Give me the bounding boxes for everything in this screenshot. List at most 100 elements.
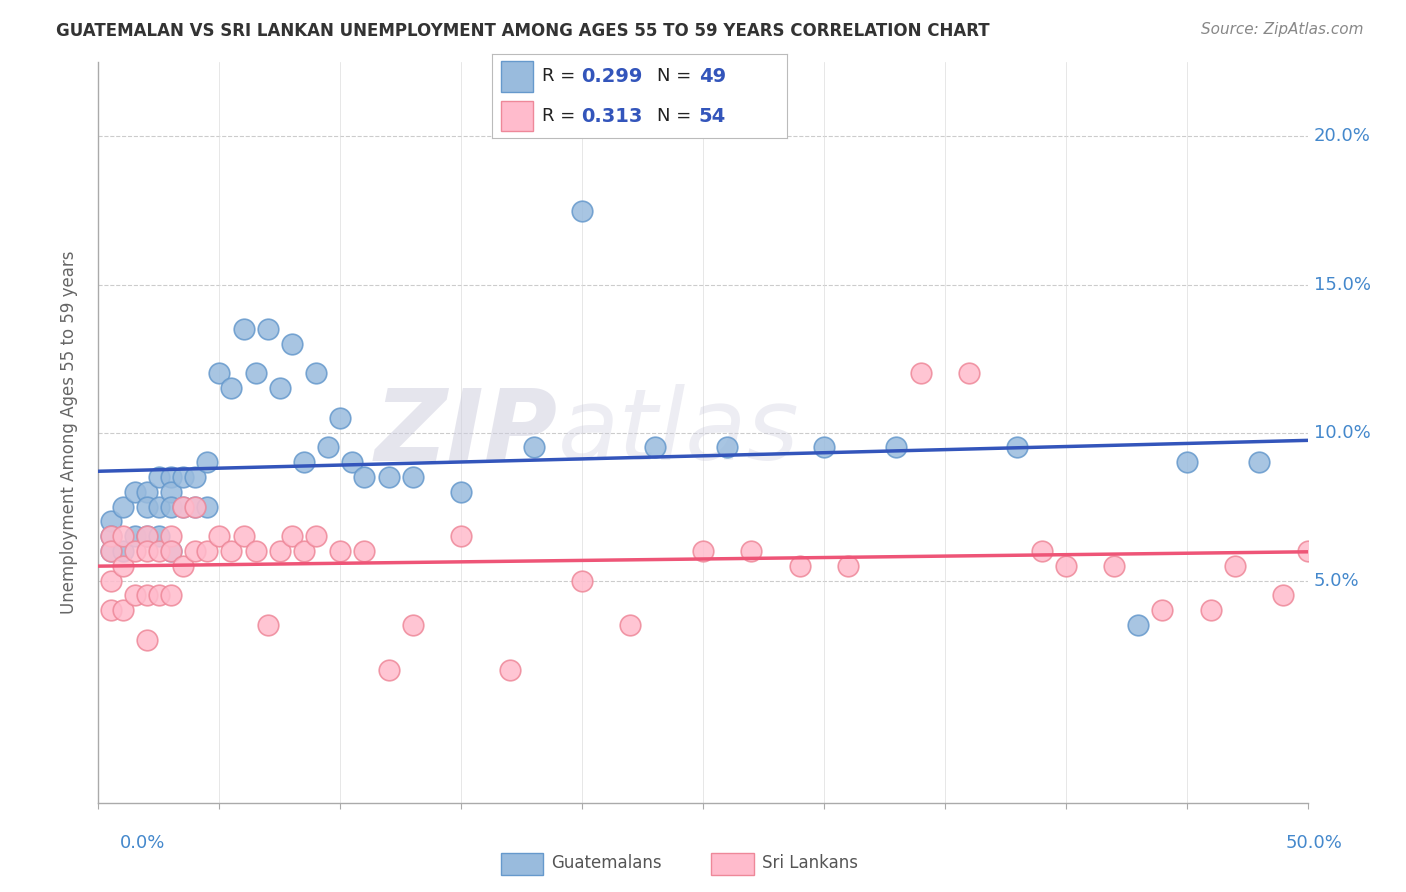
Point xyxy=(292,455,315,469)
Point xyxy=(402,470,425,484)
FancyBboxPatch shape xyxy=(711,853,754,875)
Point xyxy=(342,455,364,469)
Point xyxy=(1175,455,1198,469)
Point xyxy=(100,603,122,617)
Point xyxy=(184,500,207,514)
Text: N =: N = xyxy=(658,68,697,86)
Text: 20.0%: 20.0% xyxy=(1313,128,1371,145)
Point xyxy=(148,544,170,558)
Point xyxy=(232,322,254,336)
Point xyxy=(498,663,520,677)
Point xyxy=(1272,589,1295,603)
Point xyxy=(148,470,170,484)
Point xyxy=(1054,558,1077,573)
Point xyxy=(316,441,339,455)
Point xyxy=(100,544,122,558)
Point xyxy=(1249,455,1271,469)
Point xyxy=(221,544,243,558)
Point xyxy=(450,484,472,499)
Point xyxy=(1152,603,1174,617)
Point xyxy=(124,589,146,603)
Point xyxy=(160,470,183,484)
Point xyxy=(172,470,194,484)
Point xyxy=(1223,558,1246,573)
Point xyxy=(269,381,291,395)
Point xyxy=(184,470,207,484)
Point xyxy=(195,455,218,469)
Point xyxy=(135,529,157,543)
Point xyxy=(813,441,835,455)
Point xyxy=(160,544,183,558)
FancyBboxPatch shape xyxy=(501,101,533,131)
Text: 10.0%: 10.0% xyxy=(1313,424,1371,442)
Point xyxy=(111,500,134,514)
Point xyxy=(124,529,146,543)
Text: Sri Lankans: Sri Lankans xyxy=(762,854,858,872)
Point xyxy=(329,410,352,425)
Text: 5.0%: 5.0% xyxy=(1313,572,1360,590)
Point xyxy=(353,544,375,558)
Point xyxy=(135,500,157,514)
Point xyxy=(195,544,218,558)
Point xyxy=(644,441,666,455)
Text: N =: N = xyxy=(658,107,697,125)
Point xyxy=(111,603,134,617)
Point xyxy=(232,529,254,543)
Point xyxy=(957,367,980,381)
Point xyxy=(269,544,291,558)
Point xyxy=(281,336,304,351)
Point xyxy=(281,529,304,543)
Point xyxy=(245,544,267,558)
Point xyxy=(148,529,170,543)
Point xyxy=(716,441,738,455)
Point xyxy=(305,529,328,543)
Point xyxy=(208,529,231,543)
Text: 50.0%: 50.0% xyxy=(1286,834,1343,852)
Point xyxy=(100,529,122,543)
Point xyxy=(195,500,218,514)
Point xyxy=(450,529,472,543)
Text: 15.0%: 15.0% xyxy=(1313,276,1371,293)
Point xyxy=(256,322,278,336)
Point xyxy=(256,618,278,632)
Point xyxy=(523,441,546,455)
Point xyxy=(377,470,399,484)
Point xyxy=(135,589,157,603)
Text: R =: R = xyxy=(543,68,581,86)
Point xyxy=(789,558,811,573)
Point xyxy=(172,558,194,573)
Point xyxy=(100,515,122,529)
Point xyxy=(148,589,170,603)
Point xyxy=(571,574,593,588)
FancyBboxPatch shape xyxy=(501,853,543,875)
Point xyxy=(1102,558,1125,573)
Text: GUATEMALAN VS SRI LANKAN UNEMPLOYMENT AMONG AGES 55 TO 59 YEARS CORRELATION CHAR: GUATEMALAN VS SRI LANKAN UNEMPLOYMENT AM… xyxy=(56,22,990,40)
Point xyxy=(135,529,157,543)
Point xyxy=(1199,603,1222,617)
Point xyxy=(160,529,183,543)
Point xyxy=(571,203,593,218)
Point xyxy=(619,618,641,632)
Point xyxy=(740,544,762,558)
Point xyxy=(111,544,134,558)
Point xyxy=(692,544,714,558)
Point xyxy=(886,441,908,455)
Point xyxy=(377,663,399,677)
Point xyxy=(305,367,328,381)
Point xyxy=(135,544,157,558)
Point xyxy=(160,544,183,558)
Point xyxy=(1128,618,1150,632)
Point xyxy=(172,500,194,514)
Point xyxy=(221,381,243,395)
Point xyxy=(160,484,183,499)
Text: 54: 54 xyxy=(699,107,725,126)
Point xyxy=(208,367,231,381)
Point xyxy=(1007,441,1029,455)
Point xyxy=(184,544,207,558)
Text: atlas: atlas xyxy=(558,384,800,481)
Text: 0.0%: 0.0% xyxy=(120,834,165,852)
Text: Guatemalans: Guatemalans xyxy=(551,854,662,872)
Point xyxy=(100,544,122,558)
Point xyxy=(837,558,859,573)
Point xyxy=(100,574,122,588)
